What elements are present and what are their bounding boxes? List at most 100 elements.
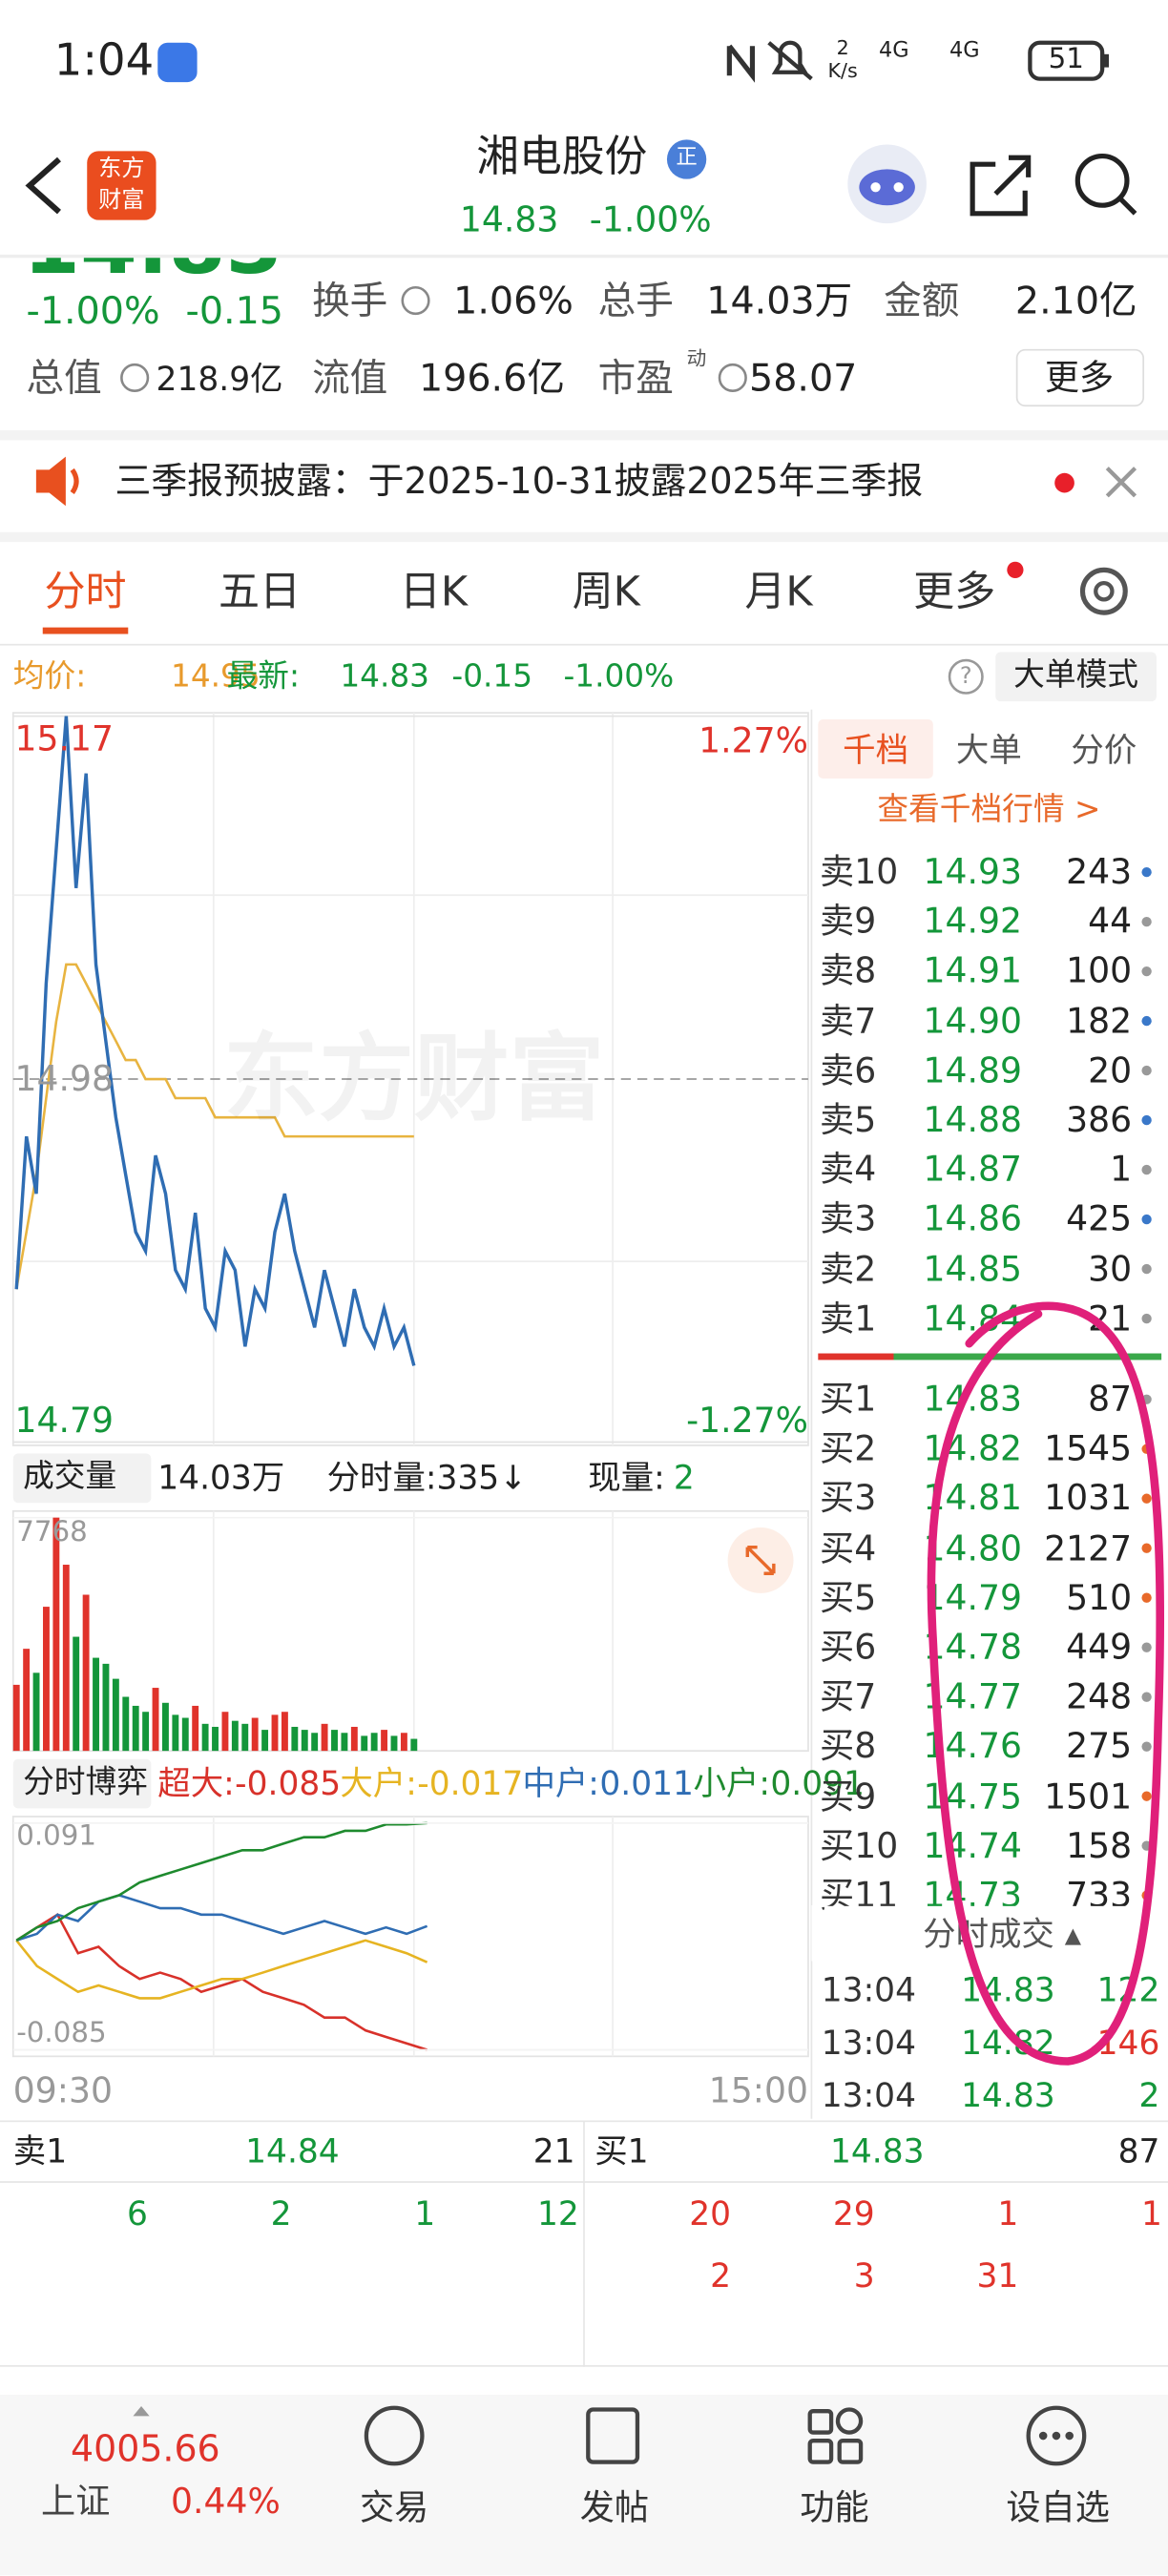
badge-text: 正 [676,145,698,171]
volume-bar [201,1723,209,1752]
y-tick-label: 0.091 [16,1819,97,1854]
share-button[interactable] [970,155,1032,217]
tab[interactable]: 分时 [44,568,127,615]
robot-face [859,169,915,206]
volume-bar [381,1730,388,1752]
nav-item[interactable]: 发帖 [579,2487,650,2528]
level-label: 买9 [820,1776,877,1817]
stat-value: 2.10亿 [1014,280,1137,323]
nav-item[interactable]: 交易 [360,2487,429,2528]
volume-bar [231,1720,239,1752]
price-clip: 14.83 [0,258,492,280]
tab-underline [42,627,129,634]
volume-bar [261,1730,269,1752]
stat-label: 总值 [26,357,102,401]
level-label: 卖9 [820,902,877,942]
trade-qty: 146 [1096,2023,1160,2063]
level-price: 14.91 [923,951,1023,991]
divider [0,430,1168,441]
queue-order: 2 [270,2193,292,2233]
level-dot [1141,1692,1152,1702]
volume-bar [221,1712,229,1752]
tab[interactable]: 更多 [913,568,996,615]
volume-bar [162,1702,169,1752]
flow-line [15,1939,428,2000]
settings-button[interactable] [1079,567,1128,615]
level-dot [1141,1065,1152,1076]
level-price: 14.87 [923,1150,1023,1190]
info-icon [718,363,747,393]
volume-bar [321,1723,328,1752]
queue-order: 1 [414,2193,436,2233]
logo [87,151,156,220]
level-dot [1141,1164,1152,1175]
app-icon [157,42,198,83]
queue-order: 1 [1141,2193,1162,2233]
change: -0.15 [185,290,283,334]
level-dot [1141,1493,1152,1504]
flow-menu[interactable] [12,1758,152,1809]
index-value: 4005.66 [71,2429,220,2471]
level-dot [1141,1741,1152,1752]
level-qty: 386 [1066,1100,1133,1140]
queue-price: 14.84 [245,2130,340,2171]
queue-order: 12 [537,2193,579,2233]
queue-qty: 87 [1117,2130,1160,2171]
mode-button[interactable]: 大单模式 [1013,656,1139,694]
tab[interactable]: 五日 [218,568,302,615]
pct-label: 1.27% [699,720,808,760]
level-label: 卖7 [820,1001,877,1041]
volume-bar [212,1726,219,1752]
level-qty: 87 [1088,1379,1133,1420]
back-button[interactable] [25,156,61,215]
more-button[interactable]: 更多 [1044,358,1115,398]
more-button[interactable] [1015,348,1145,407]
volume-bar [102,1663,110,1752]
level-label: 买3 [820,1478,877,1519]
book-tab[interactable]: 千档 [843,730,909,770]
dot [1065,2431,1074,2441]
post-icon[interactable] [586,2407,640,2464]
function-icon[interactable] [807,2409,834,2435]
search-button[interactable] [1074,153,1130,208]
tab[interactable]: 月K [744,568,813,615]
legend-value: -0.017 [417,1763,524,1803]
mode-button[interactable] [995,652,1157,702]
trade-icon[interactable] [364,2405,425,2466]
level-qty: 275 [1066,1726,1133,1767]
level-label: 买4 [820,1527,877,1568]
volume-menu[interactable]: 成交量 [23,1458,117,1495]
logo-text: 财富 [98,187,145,214]
legend-name: 中户: [522,1763,599,1803]
change: -0.15 [451,658,533,696]
tab[interactable]: 周K [572,568,640,615]
volume-menu[interactable] [12,1453,152,1504]
level-price: 14.80 [923,1527,1023,1568]
level-price: 14.78 [923,1627,1023,1668]
level-dot [1141,1214,1152,1225]
queue-order: 31 [976,2255,1019,2296]
tab[interactable]: 日K [399,568,469,615]
watchlist-icon[interactable] [1026,2405,1087,2466]
nav-item[interactable]: 设自选 [1006,2487,1110,2528]
book-tab[interactable]: 分价 [1071,730,1137,770]
level-label: 卖8 [820,951,877,991]
stat-value: 14.03万 [706,280,853,323]
queue-order: 6 [127,2193,148,2233]
flow-menu[interactable]: 分时博弈 [23,1764,148,1800]
nav-item[interactable]: 功能 [800,2487,869,2528]
stat-label: 换手 [312,280,388,323]
level-dot [1141,1840,1152,1851]
level-price: 14.85 [923,1249,1023,1289]
level-price: 14.82 [923,1428,1023,1469]
book-link[interactable]: 查看千档行情 > [877,791,1101,828]
change-pct: -1.00% [26,290,160,334]
volume-frame [11,1509,809,1753]
trade-price: 14.83 [961,2075,1055,2115]
level-qty: 425 [1066,1199,1133,1239]
volume-bar [43,1607,50,1752]
legend-name: 小户: [693,1763,770,1803]
book-tab[interactable]: 大单 [955,730,1022,770]
close-button[interactable] [1105,467,1137,498]
big-price: 14.83 [23,258,282,280]
